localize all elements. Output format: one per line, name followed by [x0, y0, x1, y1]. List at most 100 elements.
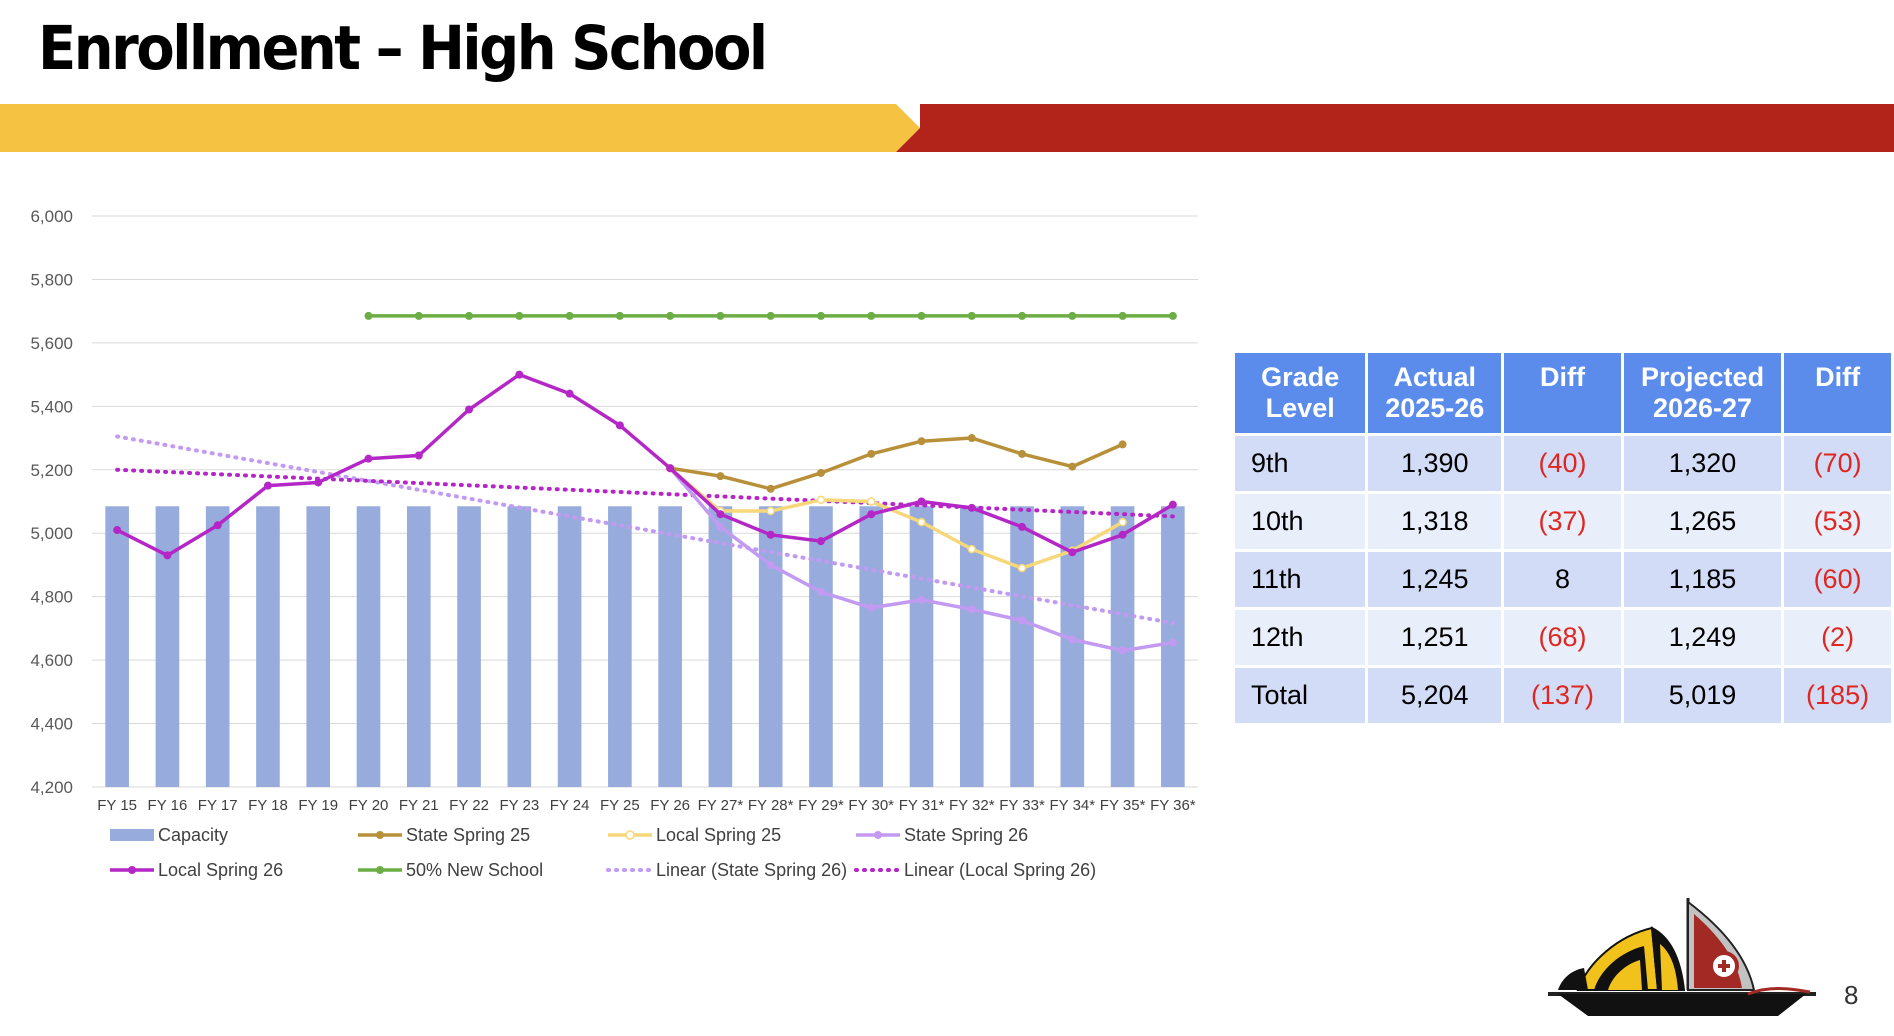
- table-row: 11th 1,245 8 1,185 (60): [1235, 552, 1891, 607]
- data-point: [1118, 646, 1127, 655]
- x-tick-label: FY 16: [148, 797, 188, 814]
- district-logo: [1548, 898, 1816, 1016]
- y-tick-label: 5,800: [30, 270, 73, 289]
- data-point: [465, 311, 474, 320]
- grade-cell: 9th: [1235, 436, 1366, 491]
- data-point: [917, 311, 926, 320]
- table-row: 12th 1,251 (68) 1,249 (2): [1235, 610, 1891, 665]
- data-point: [364, 311, 373, 320]
- capacity-bar: [406, 506, 431, 787]
- data-point: [766, 506, 775, 516]
- legend-marker: [376, 866, 384, 874]
- data-point: [716, 510, 725, 519]
- data-point: [1118, 311, 1127, 320]
- legend-label: Linear (State Spring 26): [656, 860, 847, 880]
- capacity-bar: [155, 506, 180, 787]
- x-tick-label: FY 31*: [899, 797, 945, 814]
- diff-cell: (68): [1504, 610, 1621, 665]
- data-point: [716, 472, 725, 481]
- legend-marker: [874, 831, 882, 839]
- legend-label: State Spring 25: [406, 825, 530, 845]
- header-diff-projected: Diff: [1784, 353, 1891, 433]
- data-point: [866, 497, 876, 506]
- data-point: [816, 311, 825, 320]
- table-row: 9th 1,390 (40) 1,320 (70): [1235, 436, 1891, 491]
- diff-cell: (185): [1784, 668, 1891, 723]
- data-point: [1018, 311, 1027, 320]
- x-tick-label: FY 17: [198, 797, 238, 814]
- header-grade-level: Grade Level: [1235, 353, 1366, 433]
- data-point: [1018, 522, 1027, 531]
- capacity-bar: [708, 506, 733, 787]
- data-point: [816, 587, 825, 596]
- data-point: [766, 530, 775, 539]
- legend-label: Local Spring 26: [158, 860, 283, 880]
- diff-cell: 8: [1504, 552, 1621, 607]
- table-row: 10th 1,318 (37) 1,265 (53): [1235, 494, 1891, 549]
- data-point: [565, 389, 574, 398]
- diff-cell: (40): [1504, 436, 1621, 491]
- x-tick-label: FY 28*: [748, 797, 794, 814]
- data-point: [615, 311, 624, 320]
- x-tick-label: FY 27*: [698, 797, 744, 814]
- x-tick-label: FY 21: [399, 797, 439, 814]
- table-header-row: Grade Level Actual 2025-26 Diff Projected 2…: [1235, 353, 1891, 433]
- data-point: [314, 478, 323, 487]
- diff-cell: (60): [1784, 552, 1891, 607]
- diff-cell: (53): [1784, 494, 1891, 549]
- data-point: [766, 311, 775, 320]
- data-point: [917, 595, 926, 604]
- x-tick-label: FY 32*: [949, 797, 995, 814]
- data-point: [1018, 616, 1027, 625]
- trendline: [115, 434, 1175, 625]
- data-point: [967, 503, 976, 512]
- data-point: [816, 537, 825, 546]
- x-tick-label: FY 18: [248, 797, 288, 814]
- capacity-bar: [557, 506, 582, 787]
- capacity-bar: [909, 506, 934, 787]
- y-tick-label: 6,000: [30, 207, 73, 226]
- data-point: [515, 311, 524, 320]
- capacity-bar: [658, 506, 682, 787]
- data-point: [113, 526, 122, 535]
- data-point: [213, 521, 222, 530]
- capacity-bar: [809, 506, 833, 787]
- data-point: [1068, 311, 1077, 320]
- diff-cell: (70): [1784, 436, 1891, 491]
- x-tick-label: FY 33*: [999, 797, 1045, 814]
- header-banner: [0, 104, 1894, 152]
- data-point: [666, 311, 675, 320]
- data-point: [666, 464, 675, 473]
- data-point: [867, 603, 876, 612]
- data-point: [766, 484, 775, 493]
- projected-cell: 5,019: [1623, 668, 1782, 723]
- header-projected: Projected 2026-27: [1623, 353, 1782, 433]
- y-tick-label: 5,200: [30, 461, 73, 480]
- data-point: [1068, 635, 1077, 644]
- capacity-bar: [356, 506, 381, 787]
- grade-cell: Total: [1235, 668, 1366, 723]
- data-point: [867, 510, 876, 519]
- x-tick-label: FY 23: [499, 797, 539, 814]
- x-tick-label: FY 15: [97, 797, 137, 814]
- data-point: [1068, 548, 1077, 557]
- projected-cell: 1,249: [1623, 610, 1782, 665]
- x-tick-label: FY 24: [550, 797, 590, 814]
- diff-cell: (137): [1504, 668, 1621, 723]
- x-tick-label: FY 19: [298, 797, 338, 814]
- data-point: [1168, 311, 1177, 320]
- legend-marker: [625, 830, 635, 840]
- x-tick-label: FY 29*: [798, 797, 844, 814]
- capacity-bar: [608, 506, 632, 787]
- data-point: [1118, 517, 1127, 527]
- legend-label: Capacity: [158, 825, 228, 845]
- x-tick-label: FY 36*: [1150, 797, 1196, 814]
- data-point: [1118, 440, 1127, 449]
- page-title: Enrollment – High School: [38, 14, 768, 85]
- enrollment-chart: 4,200 4,400 4,600 4,800 5,000 5,200 5,400 5,600…: [30, 207, 1198, 880]
- capacity-bar: [758, 506, 783, 787]
- table-row-total: Total 5,204 (137) 5,019 (185): [1235, 668, 1891, 723]
- grade-cell: 10th: [1235, 494, 1366, 549]
- legend-marker: [376, 831, 384, 839]
- legend-label: State Spring 26: [904, 825, 1028, 845]
